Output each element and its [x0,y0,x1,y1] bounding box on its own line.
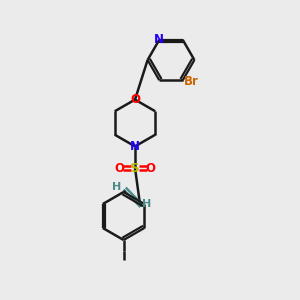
Text: O: O [146,161,156,175]
Text: N: N [154,33,164,46]
Text: H: H [112,182,122,192]
Text: O: O [130,93,140,106]
Text: H: H [142,199,152,209]
Text: O: O [114,161,124,175]
Text: Br: Br [184,75,199,88]
Text: S: S [130,161,140,175]
Text: N: N [130,140,140,153]
